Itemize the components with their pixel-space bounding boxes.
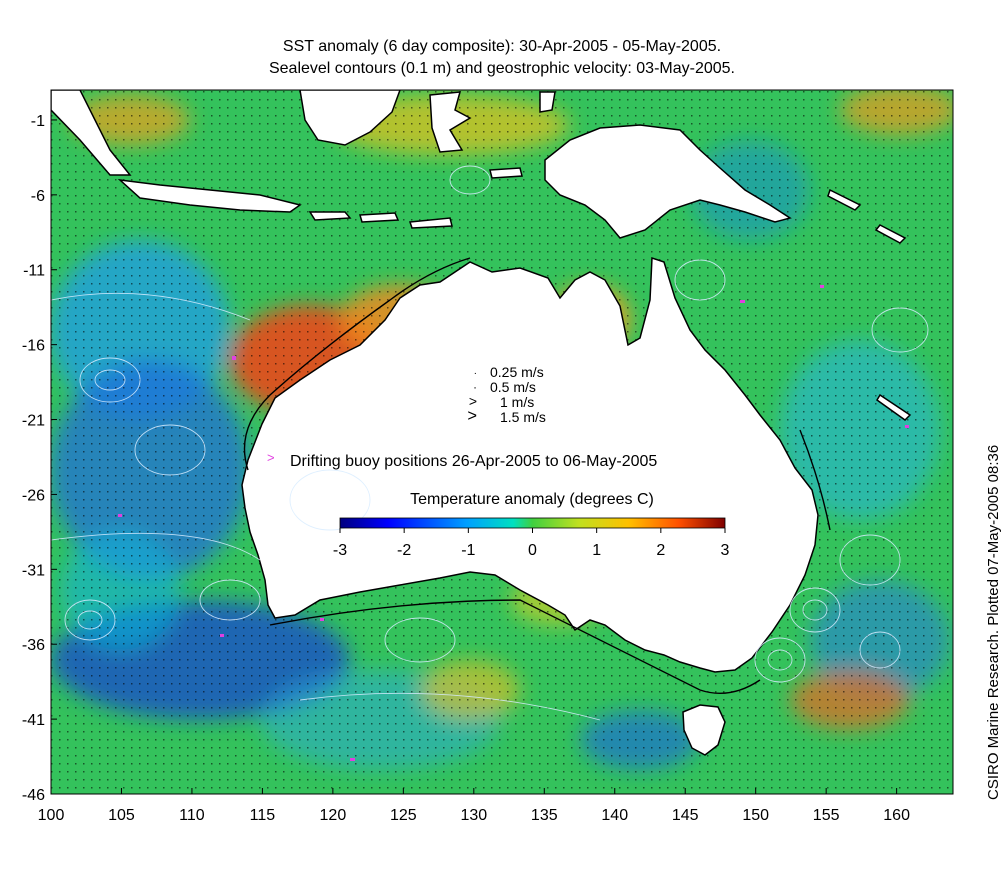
colorbar-tick-label: 1 xyxy=(592,542,601,559)
colorbar-tick-label: 2 xyxy=(656,542,665,559)
plot-frame xyxy=(50,89,954,795)
x-tick-label: 105 xyxy=(108,807,135,824)
colorbar-gradient xyxy=(339,517,726,529)
shelf-contour xyxy=(243,257,831,695)
x-tick-label: 160 xyxy=(883,807,910,824)
borneo-landmass xyxy=(299,90,401,146)
velocity-legend-label: 0.5 m/s xyxy=(490,379,536,395)
x-tick-label: 125 xyxy=(390,807,417,824)
temperature-colorbar: Temperature anomaly (degrees C) -3 -2 -1 0 1… xyxy=(333,491,730,559)
buoy-legend: > Drifting buoy positions 26-Apr-2005 to… xyxy=(267,450,657,470)
x-tick-label: 100 xyxy=(38,807,65,824)
latitude-axis: -1 -6 -11 -16 -21 -26 -31 -36 -41 -46 xyxy=(22,113,57,804)
y-tick-label: -26 xyxy=(22,487,45,504)
colorbar-tick-label: 0 xyxy=(528,542,537,559)
australia-landmass xyxy=(241,256,819,673)
y-tick-label: -46 xyxy=(22,787,45,804)
y-tick-label: -11 xyxy=(23,263,45,280)
sulawesi-landmass xyxy=(429,91,472,153)
colorbar-tick-label: -2 xyxy=(397,542,411,559)
x-tick-label: 135 xyxy=(531,807,558,824)
y-tick-label: -36 xyxy=(22,637,45,654)
velocity-legend-arrow: > xyxy=(469,393,477,409)
tasmania-landmass xyxy=(682,704,726,756)
longitude-axis: 100 105 110 115 120 125 130 135 140 145 150 155 160 xyxy=(38,788,910,824)
y-tick-label: -6 xyxy=(31,188,45,205)
x-tick-label: 140 xyxy=(601,807,628,824)
velocity-legend-label: 1.5 m/s xyxy=(500,409,546,425)
x-tick-label: 115 xyxy=(250,807,276,824)
sea-level-contours xyxy=(51,165,929,721)
x-tick-label: 145 xyxy=(672,807,699,824)
velocity-legend-label: 0.25 m/s xyxy=(490,364,544,380)
sumatra-landmass xyxy=(51,90,132,176)
velocity-legend: · 0.25 m/s · 0.5 m/s > 1 m/s > 1.5 m/s xyxy=(467,364,546,425)
velocity-legend-arrow: · xyxy=(473,382,477,394)
map-title-line-2: Sealevel contours (0.1 m) and geostrophi… xyxy=(268,60,735,77)
map-title-line-1: SST anomaly (6 day composite): 30-Apr-20… xyxy=(282,38,722,55)
velocity-legend-arrow: · xyxy=(474,368,477,379)
y-tick-label: -1 xyxy=(31,113,45,130)
velocity-legend-arrow: > xyxy=(467,407,477,425)
x-tick-label: 130 xyxy=(460,807,487,824)
velocity-legend-label: 1 m/s xyxy=(500,394,534,410)
y-tick-label: -21 xyxy=(22,413,45,430)
y-tick-label: -16 xyxy=(22,338,45,355)
buoy-legend-label: Drifting buoy positions 26-Apr-2005 to 0… xyxy=(290,453,657,470)
colorbar-tick-label: -1 xyxy=(461,542,475,559)
credit-text: CSIRO Marine Research. Plotted 07-May-20… xyxy=(985,444,1002,800)
colorbar-tick-label: -3 xyxy=(333,542,347,559)
colorbar-tick-label: 3 xyxy=(721,542,730,559)
colorbar-ticks: -3 -2 -1 0 1 2 3 xyxy=(333,528,730,559)
java-landmass xyxy=(117,178,302,213)
x-tick-label: 155 xyxy=(813,807,840,824)
landmasses xyxy=(51,90,912,756)
x-tick-label: 110 xyxy=(179,807,205,824)
drifting-buoy-markers xyxy=(118,285,909,761)
buoy-legend-marker: > xyxy=(267,450,275,465)
colorbar-title: Temperature anomaly (degrees C) xyxy=(410,491,654,508)
y-tick-label: -41 xyxy=(22,712,45,729)
new-guinea-landmass xyxy=(544,124,792,239)
x-tick-label: 150 xyxy=(742,807,769,824)
y-tick-label: -31 xyxy=(22,562,45,579)
map-plot-area xyxy=(51,90,953,794)
x-tick-label: 120 xyxy=(320,807,347,824)
